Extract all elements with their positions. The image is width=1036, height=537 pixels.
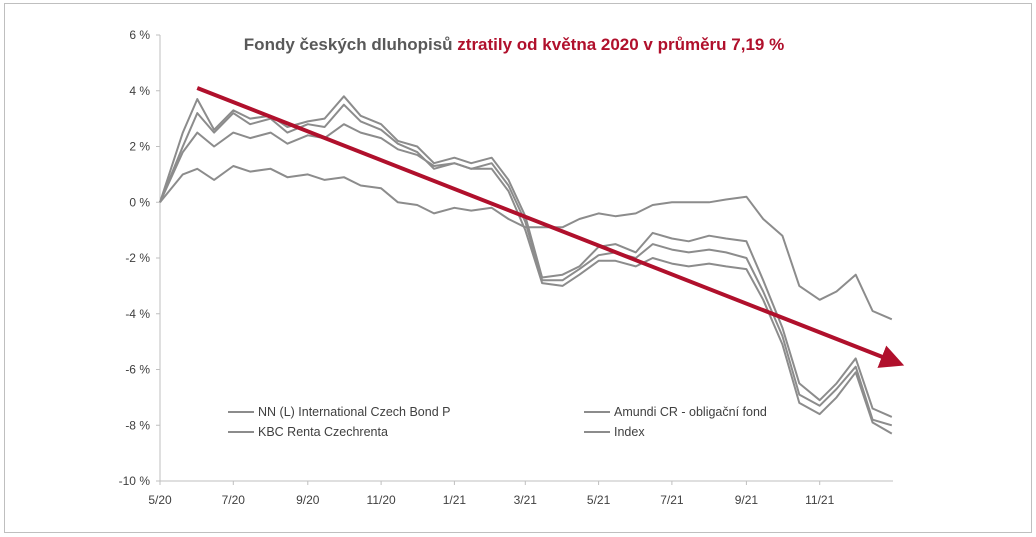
series-line-1 <box>159 95 893 418</box>
y-tick-label: -10 % <box>119 474 151 488</box>
x-tick-label: 9/21 <box>735 493 759 507</box>
x-tick-label: 7/21 <box>660 493 684 507</box>
legend-label: Amundi CR - obligační fond <box>614 405 767 419</box>
series-line-2 <box>159 103 893 427</box>
trend-arrow <box>196 86 905 368</box>
chart-title-part2: ztratily od května 2020 v průměru 7,19 % <box>457 35 784 54</box>
trend-arrow-line <box>196 86 905 368</box>
y-tick-label: 2 % <box>129 140 150 154</box>
series-line-4 <box>159 165 893 321</box>
x-tick-label: 5/20 <box>148 493 172 507</box>
y-tick-label: -2 % <box>125 251 150 265</box>
series-lines <box>159 95 893 435</box>
series-line-3 <box>159 123 893 435</box>
x-tick-label: 9/20 <box>296 493 320 507</box>
chart-title: Fondy českých dluhopisů ztratily od květ… <box>244 35 784 54</box>
y-tick-label: -8 % <box>125 418 150 432</box>
legend-label: Index <box>614 425 645 439</box>
y-tick-label: 0 % <box>129 195 150 209</box>
x-tick-label: 3/21 <box>514 493 538 507</box>
x-tick-label: 11/21 <box>805 493 834 507</box>
y-tick-label: 6 % <box>129 28 150 42</box>
y-tick-label: -6 % <box>125 363 150 377</box>
y-tick-label: 4 % <box>129 84 150 98</box>
chart-frame <box>4 3 1032 533</box>
legend-label: NN (L) International Czech Bond P <box>258 405 450 419</box>
axes: 6 % 4 % 2 % 0 % -2 % -4 % -6 % -8 % -10 % 5/20 7/2… <box>119 28 893 507</box>
x-tick-label: 1/21 <box>443 493 467 507</box>
x-tick-label: 11/20 <box>367 493 396 507</box>
y-tick-label: -4 % <box>125 307 150 321</box>
legend: NN (L) International Czech Bond P Amundi … <box>228 405 767 439</box>
x-tick-label: 7/20 <box>222 493 246 507</box>
chart-title-part1: Fondy českých dluhopisů <box>244 35 457 54</box>
x-tick-label: 5/21 <box>587 493 611 507</box>
legend-label: KBC Renta Czechrenta <box>258 425 388 439</box>
